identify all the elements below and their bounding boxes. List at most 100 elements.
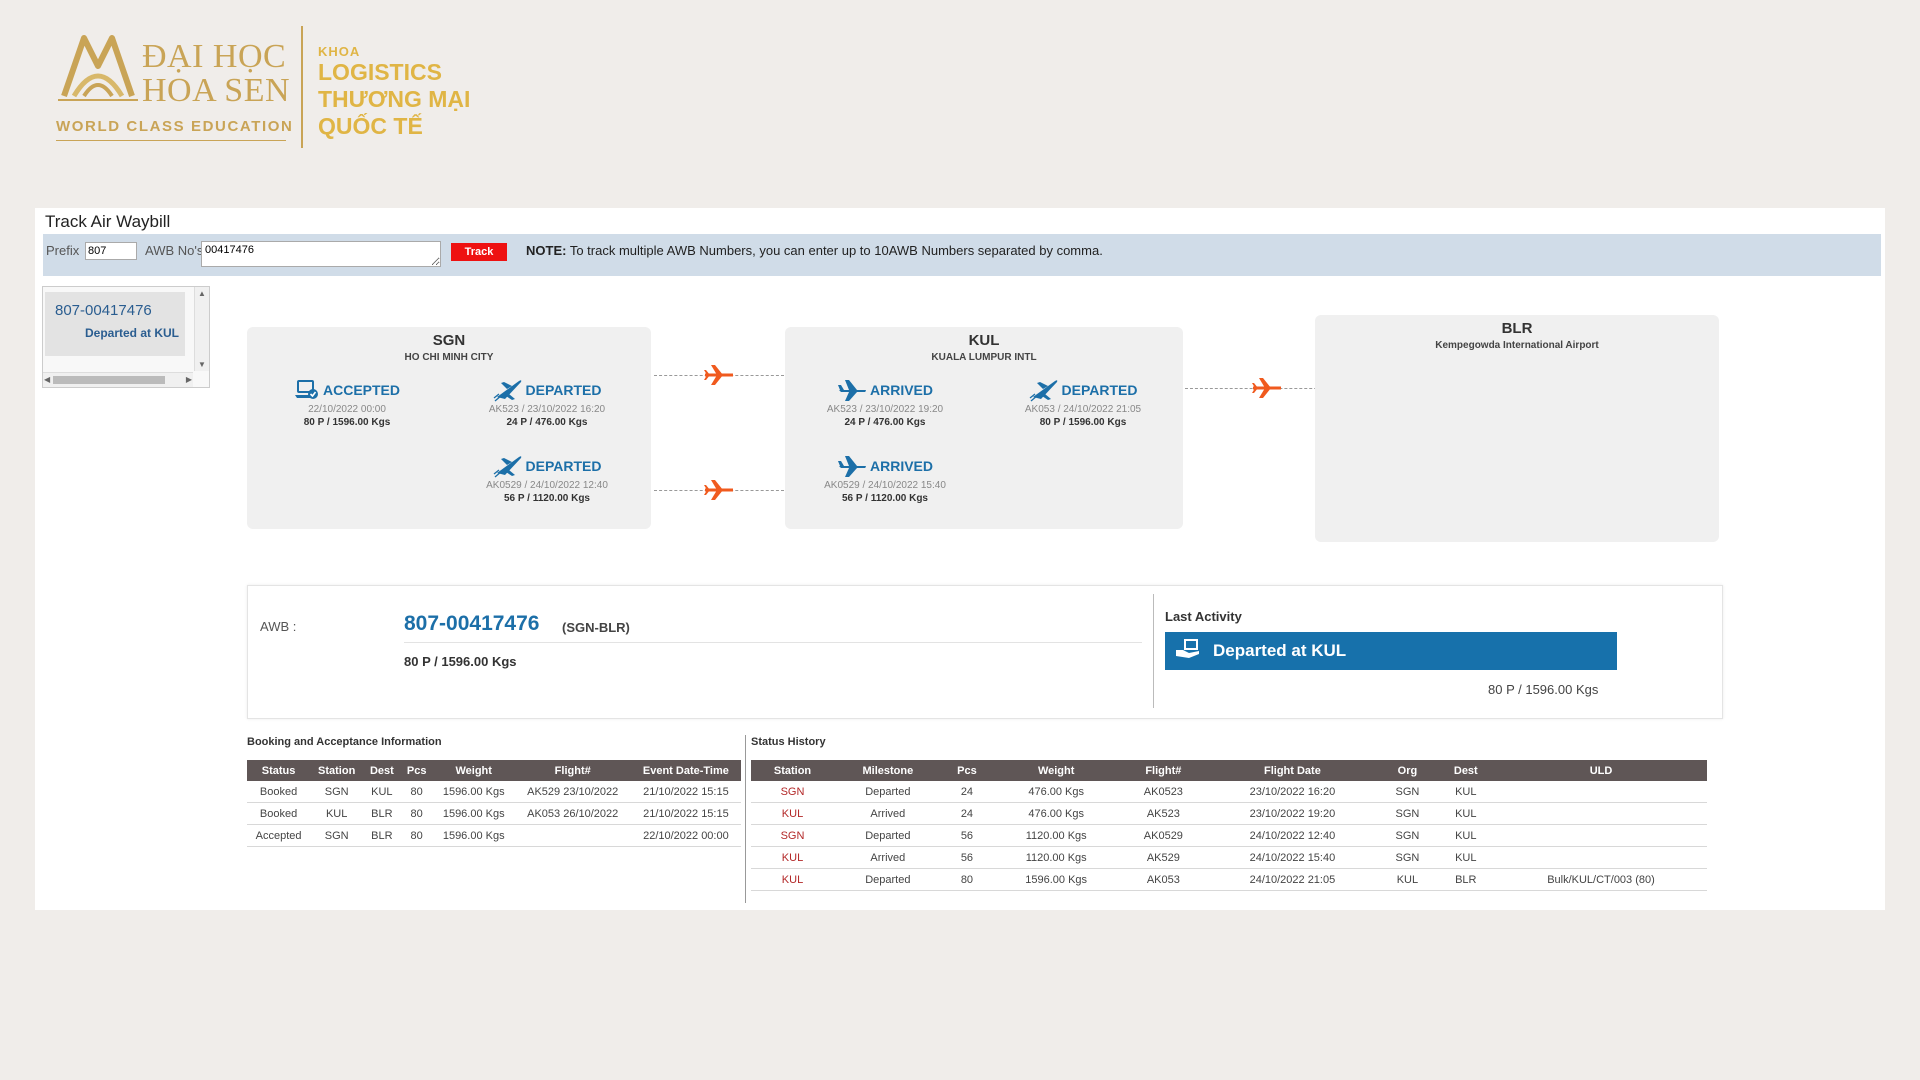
cell-dest: BLR: [363, 824, 401, 847]
awb-result-list: 807-00417476 Departed at KUL ▲ ▼ ◀ ▶: [42, 286, 210, 388]
cell-weight: 476.00 Kgs: [992, 802, 1121, 825]
track-awb-panel: Track Air Waybill Prefix AWB No's 004174…: [35, 208, 1885, 910]
event-accepted: ACCEPTED 22/10/2022 00:00 80 P / 1596.00…: [267, 377, 427, 429]
cell-status: Accepted: [247, 824, 311, 847]
cell-event-datetime: 22/10/2022 00:00: [630, 824, 741, 847]
cell-flight-date: 24/10/2022 15:40: [1206, 846, 1379, 869]
cell-flight-date: 24/10/2022 21:05: [1206, 868, 1379, 891]
cell-uld: [1494, 781, 1707, 803]
cell-flight: AK053: [1120, 868, 1207, 891]
logo-underline: [56, 140, 286, 141]
cell-uld: [1494, 802, 1707, 825]
column-header: Status: [247, 760, 311, 781]
station-name: HO CHI MINH CITY: [404, 352, 494, 363]
list-item[interactable]: 807-00417476 Departed at KUL: [45, 292, 185, 356]
cell-flight-date: 23/10/2022 16:20: [1206, 781, 1379, 803]
cell-station: KUL: [751, 802, 834, 825]
plane-takeoff-icon: [1029, 377, 1059, 403]
last-activity-title: Last Activity: [1165, 609, 1242, 624]
cell-milestone: Departed: [834, 824, 942, 847]
university-name-line1: ĐẠI HỌC: [142, 38, 287, 75]
faculty-name: KHOA LOGISTICS THƯƠNG MẠI QUỐC TẾ: [318, 44, 470, 140]
cell-org: SGN: [1378, 846, 1437, 869]
table-row: KUL Arrived 56 1120.00 Kgs AK529 24/10/2…: [751, 846, 1707, 869]
table-row: KUL Departed 80 1596.00 Kgs AK053 24/10/…: [751, 868, 1707, 891]
cell-milestone: Departed: [834, 781, 942, 803]
university-logo: ĐẠI HỌC HOA SEN WORLD CLASS EDUCATION KH…: [50, 22, 490, 152]
column-header: Weight: [432, 760, 515, 781]
cell-pcs: 80: [400, 802, 433, 825]
station-card-sgn: SGN HO CHI MINH CITY ACCEPTED 22/10/2022…: [247, 327, 651, 529]
faculty-line3: QUỐC TẾ: [318, 113, 423, 139]
status-history-table: Station Milestone Pcs Weight Flight# Fli…: [751, 760, 1707, 891]
cell-pcs: 56: [941, 846, 993, 869]
cell-station: SGN: [310, 781, 364, 803]
awb-label: AWB No's: [145, 243, 204, 258]
cell-dest: BLR: [1436, 868, 1495, 891]
horizontal-scrollbar[interactable]: ◀ ▶: [43, 372, 193, 387]
scroll-down-icon[interactable]: ▼: [198, 360, 206, 369]
event-datetime: AK523 / 23/10/2022 16:20: [488, 404, 606, 415]
scroll-left-icon[interactable]: ◀: [44, 375, 51, 384]
prefix-input[interactable]: [85, 242, 137, 260]
column-header: Pcs: [400, 760, 433, 781]
cell-pcs: 80: [941, 868, 993, 891]
last-activity-status: Departed at KUL: [1213, 641, 1347, 660]
cell-uld: Bulk/KUL/CT/003 (80): [1494, 868, 1707, 891]
awb-number-input[interactable]: 00417476: [201, 241, 441, 267]
university-name-line2: HOA SEN: [142, 72, 291, 109]
plane-connector-icon: [704, 365, 733, 385]
vertical-scrollbar[interactable]: ▲ ▼: [194, 287, 209, 371]
column-header: Flight#: [1120, 760, 1207, 781]
cell-flight: AK529 23/10/2022: [514, 781, 631, 803]
event-quantity: 80 P / 1596.00 Kgs: [303, 417, 391, 428]
note-text: NOTE: To track multiple AWB Numbers, you…: [526, 243, 1103, 258]
last-activity-banner: Departed at KUL: [1165, 632, 1617, 670]
cell-dest: BLR: [363, 802, 401, 825]
cell-event-datetime: 21/10/2022 15:15: [630, 802, 741, 825]
track-button[interactable]: Track: [451, 243, 507, 261]
cell-flight-date: 23/10/2022 19:20: [1206, 802, 1379, 825]
cell-weight: 1596.00 Kgs: [432, 824, 515, 847]
column-header: Station: [310, 760, 364, 781]
event-quantity: 80 P / 1596.00 Kgs: [1039, 417, 1127, 428]
plane-landing-icon: [837, 378, 867, 402]
divider: [404, 642, 1142, 643]
cell-dest: KUL: [363, 781, 401, 803]
scroll-up-icon[interactable]: ▲: [198, 289, 206, 298]
plane-connector-icon: [1252, 378, 1281, 398]
table-row: KUL Arrived 24 476.00 Kgs AK523 23/10/20…: [751, 802, 1707, 825]
awb-route: (SGN-BLR): [562, 620, 630, 635]
cell-flight: AK0529: [1120, 824, 1207, 847]
divider: [1153, 594, 1154, 708]
scrollbar-thumb[interactable]: [53, 376, 165, 384]
station-name: Kempegowda International Airport: [1435, 340, 1599, 351]
cell-pcs: 80: [400, 781, 433, 803]
station-card-blr: BLR Kempegowda International Airport: [1315, 315, 1719, 542]
cell-milestone: Arrived: [834, 802, 942, 825]
booking-table: Status Station Dest Pcs Weight Flight# E…: [247, 760, 741, 847]
cell-flight-date: 24/10/2022 12:40: [1206, 824, 1379, 847]
column-header: Dest: [1436, 760, 1495, 781]
event-type: DEPARTED: [1061, 382, 1138, 398]
cell-dest: KUL: [1436, 824, 1495, 847]
cell-flight: AK053 26/10/2022: [514, 802, 631, 825]
column-header: Weight: [992, 760, 1121, 781]
column-header: Flight#: [514, 760, 631, 781]
cell-flight: AK0523: [1120, 781, 1207, 803]
scroll-right-icon[interactable]: ▶: [185, 375, 192, 384]
awb-quantity: 80 P / 1596.00 Kgs: [404, 654, 517, 669]
event-datetime: AK523 / 23/10/2022 19:20: [826, 404, 944, 415]
cell-org: SGN: [1378, 802, 1437, 825]
faculty-prefix: KHOA: [318, 44, 361, 59]
booking-table-title: Booking and Acceptance Information: [247, 736, 442, 748]
cell-station: SGN: [751, 781, 834, 803]
column-header: Org: [1378, 760, 1437, 781]
table-row: SGN Departed 56 1120.00 Kgs AK0529 24/10…: [751, 824, 1707, 847]
lotus-logo-icon: [58, 35, 138, 101]
cell-flight: [514, 824, 631, 847]
cell-station: KUL: [751, 846, 834, 869]
event-quantity: 56 P / 1120.00 Kgs: [504, 493, 590, 504]
cell-station: KUL: [310, 802, 364, 825]
awb-summary-card: AWB : 807-00417476 (SGN-BLR) 80 P / 1596…: [247, 585, 1723, 719]
